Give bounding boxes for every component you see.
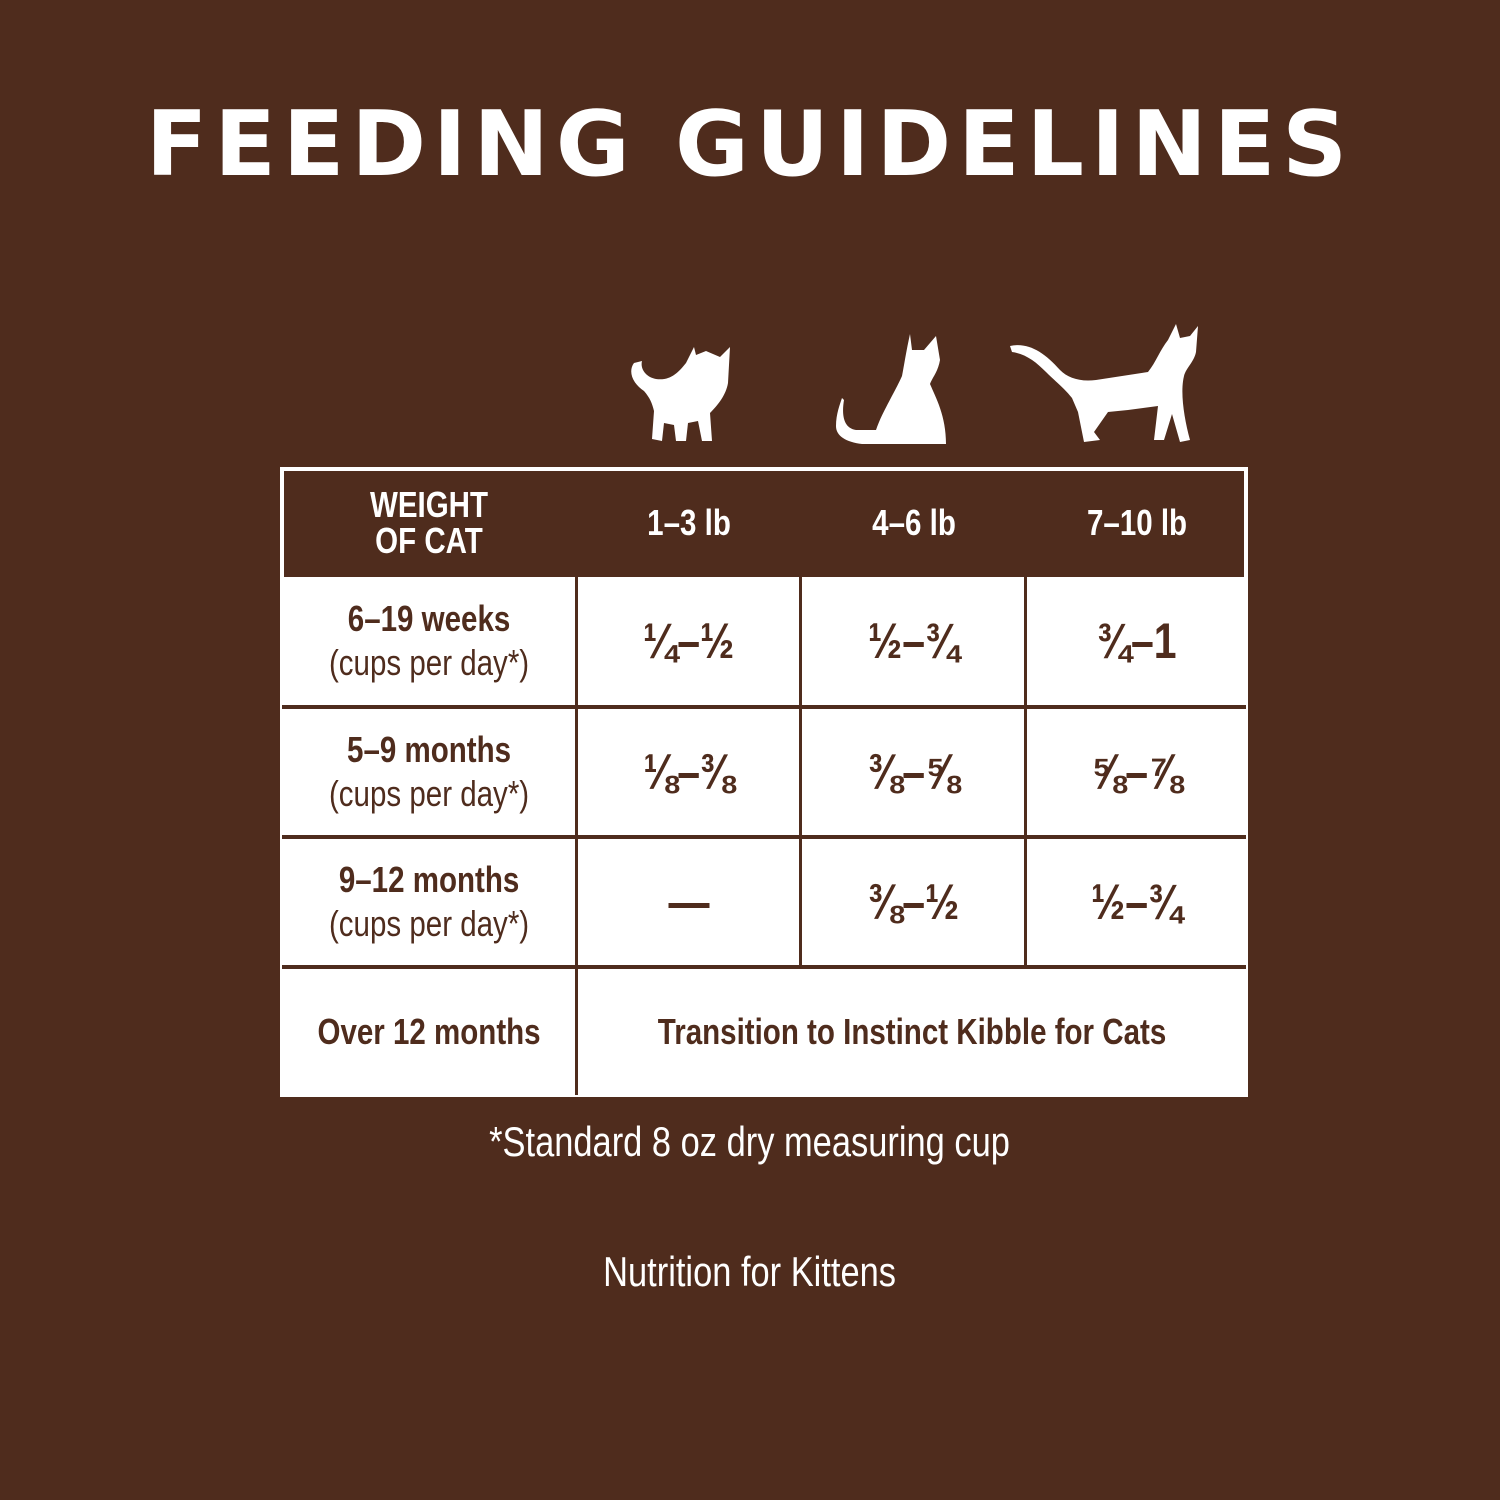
header-line-1: WEIGHT <box>369 484 489 525</box>
table-row-label: 9–12 months (cups per day*) <box>282 839 576 965</box>
cell-value: ⅜–⅝ <box>868 744 960 800</box>
cell-value: ½–¾ <box>1091 874 1183 930</box>
divider <box>1024 577 1027 967</box>
transition-note: Transition to Instinct Kibble for Cats <box>578 969 1246 1095</box>
row-age: Over 12 months <box>317 1011 541 1052</box>
table-cell: — <box>578 839 800 965</box>
table-row-label: 6–19 weeks (cups per day*) <box>282 577 576 705</box>
row-age: 6–19 weeks <box>347 598 511 639</box>
table-cell: ½–¾ <box>802 577 1026 705</box>
kitten-icon <box>631 347 730 441</box>
divider <box>282 965 1246 969</box>
header-col-3-text: 7–10 lb <box>1086 502 1188 543</box>
row-unit: (cups per day*) <box>328 903 530 944</box>
cell-value: ⅜–½ <box>868 874 960 930</box>
table-cell: ⅝–⅞ <box>1028 709 1246 835</box>
header-col-1: 1–3 lb <box>578 469 800 577</box>
table-cell: ¼–½ <box>578 577 800 705</box>
cell-value: ⅝–⅞ <box>1091 744 1183 800</box>
sitting-cat-icon <box>836 334 946 444</box>
table-cell: ¾–1 <box>1028 577 1246 705</box>
row-unit: (cups per day*) <box>328 642 530 683</box>
cell-value: ⅛–⅜ <box>643 744 735 800</box>
standing-cat-icon <box>1010 324 1198 442</box>
table-row-label: Over 12 months <box>282 969 576 1095</box>
table-row-label: 5–9 months (cups per day*) <box>282 709 576 835</box>
header-weight-label: WEIGHT OF CAT <box>282 469 576 577</box>
cell-value: ¼–½ <box>643 613 735 669</box>
row-age: 5–9 months <box>346 729 512 770</box>
divider <box>799 577 802 967</box>
row-unit: (cups per day*) <box>328 773 530 814</box>
header-col-2-text: 4–6 lb <box>872 502 956 543</box>
footnote-text: *Standard 8 oz dry measuring cup <box>489 1118 1011 1165</box>
page-title: FEEDING GUIDELINES <box>145 92 1355 197</box>
subtitle: Nutrition for Kittens <box>0 1248 1500 1296</box>
table-header <box>284 471 1244 577</box>
transition-note-text: Transition to Instinct Kibble for Cats <box>657 1011 1167 1052</box>
header-col-1-text: 1–3 lb <box>647 502 731 543</box>
table-cell: ⅜–½ <box>802 839 1026 965</box>
table-cell: ⅛–⅜ <box>578 709 800 835</box>
footnote: *Standard 8 oz dry measuring cup <box>0 1118 1500 1166</box>
divider <box>282 705 1246 709</box>
header-col-2: 4–6 lb <box>802 469 1026 577</box>
table-cell: ⅜–⅝ <box>802 709 1026 835</box>
row-age: 9–12 months <box>338 859 520 900</box>
header-line-2: OF CAT <box>375 520 483 561</box>
subtitle-text: Nutrition for Kittens <box>603 1248 897 1295</box>
table-cell: ½–¾ <box>1028 839 1246 965</box>
divider <box>282 835 1246 839</box>
cell-value: ¾–1 <box>1097 613 1177 669</box>
cell-value: — <box>668 874 710 930</box>
feeding-table: WEIGHT OF CAT 1–3 lb 4–6 lb 7–10 lb 6–19 … <box>280 467 1248 1097</box>
header-col-3: 7–10 lb <box>1028 469 1246 577</box>
cell-value: ½–¾ <box>868 613 960 669</box>
